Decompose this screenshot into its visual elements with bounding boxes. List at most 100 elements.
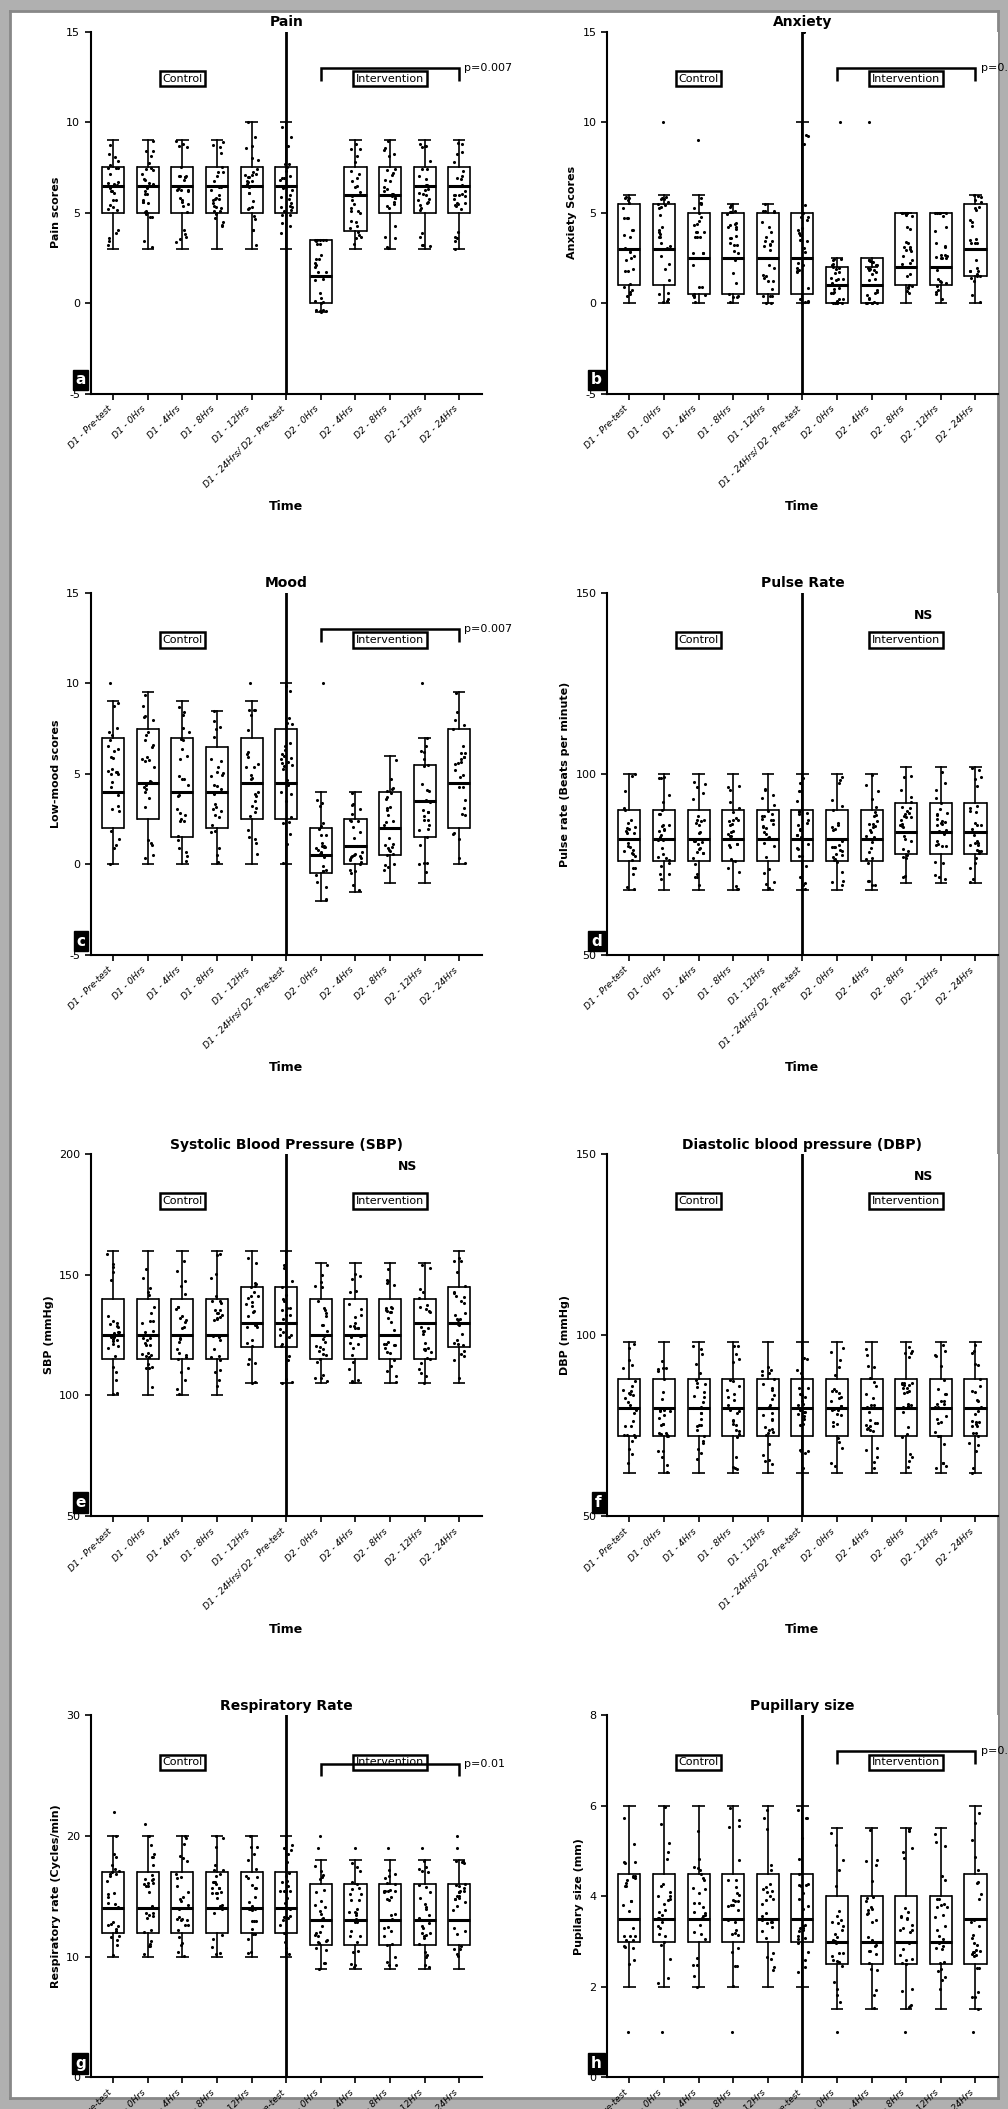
Point [694,270,710,304]
Point [457,740,473,774]
Point [136,162,152,196]
Point [211,1362,227,1396]
Point [143,1913,159,1947]
Point [937,1862,954,1896]
Point [965,1936,981,1970]
Point [142,1930,158,1963]
Point [384,1291,400,1324]
Point [963,793,979,827]
Point [385,827,401,860]
Point [967,761,983,795]
Point [279,827,295,860]
Point [894,808,910,841]
Point [412,127,428,160]
Point [307,858,324,892]
Point [969,1932,985,1966]
Point [861,1394,877,1428]
Point [379,1295,395,1329]
Point [353,846,369,879]
Point [141,1320,157,1354]
Point [731,1341,747,1375]
Point [625,1923,641,1957]
Point [902,1915,918,1949]
Point [685,1915,702,1949]
Point [138,1869,154,1902]
Point [691,1356,708,1390]
Point [865,808,881,841]
Point [210,846,226,879]
Point [179,188,196,221]
Point [135,690,151,723]
Point [347,169,363,202]
Point [245,1917,261,1951]
Point [827,287,843,321]
Point [386,848,402,882]
Point [627,1365,643,1398]
Point [145,702,161,736]
Point [654,785,670,818]
Point [344,1263,360,1297]
Point [858,1409,874,1443]
Point [209,1257,225,1291]
Point [858,1434,874,1468]
Point [208,1820,224,1854]
Point [834,243,850,276]
Point [243,1934,259,1968]
Point [418,186,434,219]
Point [868,797,884,831]
Point [176,761,193,795]
Point [900,226,916,259]
Point [763,287,779,321]
Point [137,1327,153,1360]
Point [621,812,637,846]
Point [381,1883,397,1917]
Point [284,707,300,740]
Point [616,200,632,234]
Point [278,785,294,818]
Point [422,1917,438,1951]
Point [282,1297,298,1331]
Point [898,198,914,232]
Point [686,860,703,894]
Point [791,1915,807,1949]
Point [864,245,880,278]
Point [351,873,367,907]
Point [934,1447,951,1481]
Point [283,1833,299,1866]
Point [764,1904,780,1938]
Point [864,757,880,791]
Point [208,1866,224,1900]
Point [273,110,289,143]
Point [791,224,807,257]
Point [969,1951,985,1985]
Point [791,1371,807,1405]
Point [928,1883,944,1917]
Point [657,1791,673,1824]
Point [964,1337,980,1371]
Point [310,1831,327,1864]
Point [215,127,231,160]
Point [278,707,294,740]
Point [451,177,467,211]
Point [728,243,744,276]
Point [138,1339,154,1373]
Point [729,1877,745,1911]
Point [248,1904,264,1938]
Point [688,806,705,839]
Point [859,1898,875,1932]
Point [214,1286,230,1320]
Point [170,818,186,852]
Point [380,232,396,266]
Point [145,167,161,200]
Point [419,152,435,186]
Point [654,831,670,865]
Point [206,1303,222,1337]
Point [697,768,713,801]
Point [869,1440,885,1474]
Point [318,1324,334,1358]
Point [823,1384,839,1417]
Point [897,232,913,266]
Point [215,209,231,243]
Point [108,1915,124,1949]
Point [376,1327,392,1360]
